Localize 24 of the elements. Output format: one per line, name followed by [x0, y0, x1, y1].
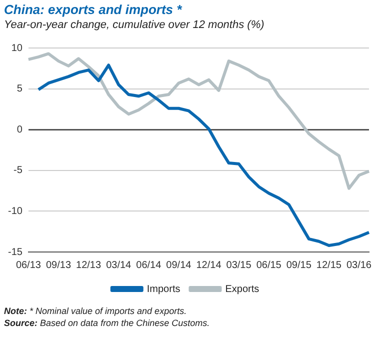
x-tick-label: 12/15: [316, 260, 342, 271]
y-tick-label: 0: [16, 124, 23, 136]
x-tick-label: 12/14: [196, 260, 222, 271]
x-tick-label: 12/13: [76, 260, 102, 271]
x-tick-label: 03/14: [106, 260, 132, 271]
y-tick-label: -10: [8, 206, 23, 217]
x-tick-label: 09/15: [286, 260, 312, 271]
source-note: Source: Based on data from the Chinese Customs.: [4, 317, 210, 329]
x-tick-label: 06/15: [256, 260, 282, 271]
y-tick-label: 5: [16, 84, 23, 95]
x-tick-label: 06/13: [16, 260, 42, 271]
x-tick-label: 06/14: [136, 260, 162, 271]
x-tick-label: 03/15: [226, 260, 252, 271]
x-tick-label: 03/16: [346, 260, 372, 271]
legend-label: Imports: [146, 284, 180, 295]
text: Note: * Nominal value of imports and exports.: [4, 305, 188, 317]
x-tick-label: 09/13: [46, 260, 72, 271]
chart-title: China: exports and imports *: [4, 2, 182, 17]
y-tick-label: -5: [14, 165, 23, 176]
y-tick-label: 10: [11, 42, 23, 54]
chart-subtitle: Year-on-year change, cumulative over 12 months (%): [4, 19, 264, 31]
legend-label: Exports: [225, 284, 260, 295]
x-tick-label: 09/14: [166, 260, 192, 271]
y-tick-label: -15: [8, 246, 23, 258]
